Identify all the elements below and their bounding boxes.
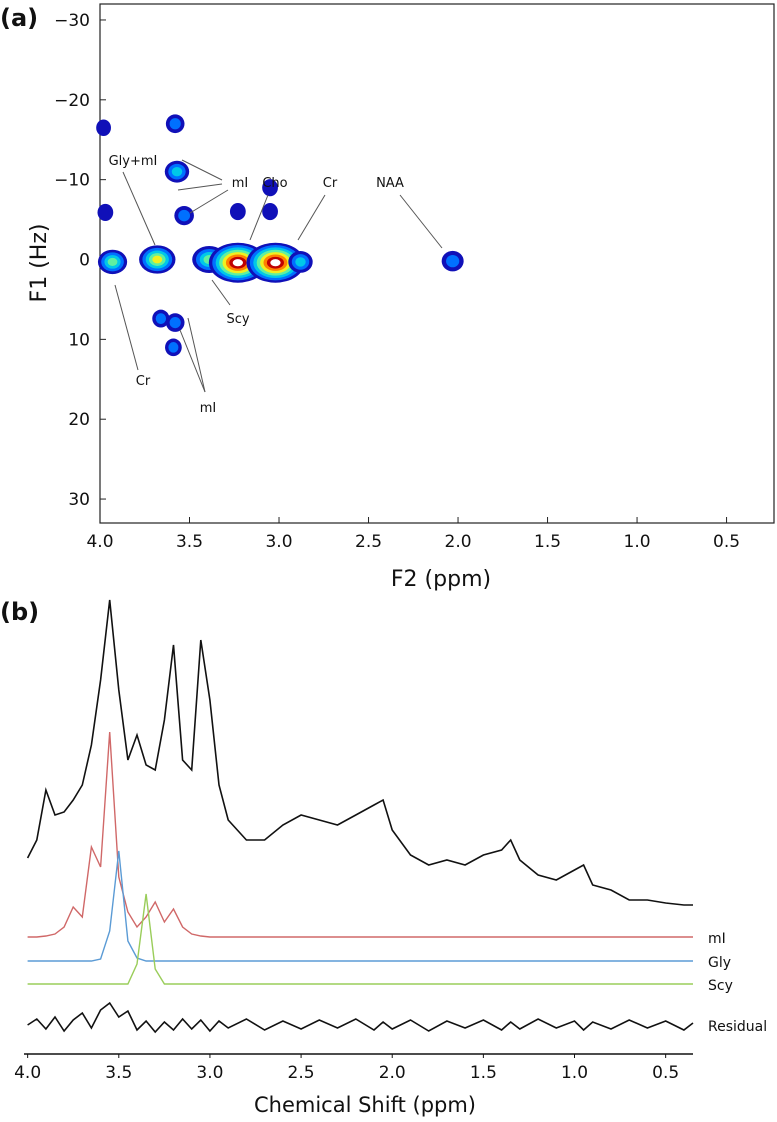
annotation-line — [179, 329, 206, 393]
contour-peak — [164, 160, 190, 183]
y-axis-title: F1 (Hz) — [27, 224, 52, 303]
contour-peak — [96, 119, 111, 137]
annotation: Cho — [262, 176, 287, 191]
panel-label: (a) — [0, 4, 38, 32]
spectrum-line — [27, 850, 693, 962]
contour-peak — [174, 205, 194, 226]
y-tick-label: 10 — [68, 330, 90, 350]
x-tick-label: 1.0 — [624, 532, 651, 552]
x-tick-label: 2.0 — [445, 532, 472, 552]
x-tick-label: 2.5 — [355, 532, 382, 552]
annotation-line — [297, 194, 326, 241]
contour-level — [178, 209, 191, 222]
x-tick-label: 3.0 — [265, 532, 292, 552]
annotation-line — [114, 284, 139, 371]
annotation: Cr — [323, 176, 338, 191]
x-tick-label: 1.5 — [470, 1063, 497, 1083]
contour-peak — [246, 242, 305, 283]
spectrum-line — [27, 731, 693, 938]
contour-level — [168, 342, 179, 353]
x-tick-label: 4.0 — [14, 1063, 41, 1083]
y-tick-label: 0 — [79, 251, 90, 271]
annotation: mI — [200, 401, 217, 416]
annotation: NAA — [376, 176, 404, 191]
x-tick-label: 2.5 — [288, 1063, 315, 1083]
spectrum-line — [27, 893, 693, 985]
contour-peak — [229, 203, 246, 221]
legend-label: Gly — [708, 955, 731, 971]
annotation: mI — [232, 176, 249, 191]
contour-level — [171, 167, 183, 177]
y-tick-label: 30 — [68, 490, 90, 510]
annotation: Scy — [226, 312, 249, 327]
contour-level — [152, 255, 163, 264]
x-tick-label: 0.5 — [652, 1063, 679, 1083]
contour-level — [97, 203, 114, 221]
contour-peak — [288, 251, 313, 273]
x-tick-label: 3.0 — [196, 1063, 223, 1083]
x-axis-title: Chemical Shift (ppm) — [254, 1093, 476, 1117]
contour-peak — [165, 114, 185, 134]
annotation-line — [399, 194, 443, 249]
x-tick-label: 4.0 — [86, 532, 113, 552]
contour-peak — [139, 245, 176, 274]
contour-peak — [165, 313, 185, 332]
x-tick-label: 0.5 — [713, 532, 740, 552]
contour-peak — [262, 203, 278, 221]
annotation-line — [249, 194, 269, 241]
x-tick-label: 3.5 — [105, 1063, 132, 1083]
contour-level — [232, 259, 243, 267]
y-tick-label: 20 — [68, 410, 90, 430]
legend-label: Residual — [708, 1019, 767, 1035]
spectrum-line — [27, 1001, 694, 1034]
contour-level — [262, 179, 278, 197]
legend-label: mI — [708, 931, 726, 947]
contour-level — [96, 119, 111, 137]
annotation-line — [187, 317, 206, 393]
contour-level — [155, 313, 167, 324]
x-tick-label: 1.0 — [561, 1063, 588, 1083]
contour-level — [446, 254, 460, 268]
contour-peak — [262, 179, 278, 197]
x-axis-title: F2 (ppm) — [391, 567, 491, 592]
annotation-line — [211, 279, 231, 306]
annotation: Gly+mI — [109, 154, 158, 169]
annotation-line — [122, 171, 156, 246]
x-tick-label: 1.5 — [534, 532, 561, 552]
contour-peak — [441, 250, 464, 272]
y-tick-label: −10 — [54, 171, 90, 191]
contour-level — [169, 316, 181, 329]
spectrum-line — [26, 599, 693, 906]
annotation-line — [181, 159, 223, 181]
contour-level — [262, 203, 278, 221]
panel-label: (b) — [0, 598, 39, 626]
contour-peak — [165, 338, 182, 357]
legend-label: Scy — [708, 978, 733, 994]
annotation-line — [177, 183, 223, 191]
contour-level — [107, 257, 118, 266]
y-tick-label: −30 — [54, 11, 90, 31]
contour-peak — [152, 309, 170, 328]
contour-level — [169, 118, 181, 130]
x-tick-label: 3.5 — [176, 532, 203, 552]
y-tick-label: −20 — [54, 91, 90, 111]
contour-peak — [97, 249, 128, 275]
annotation: Cr — [136, 374, 151, 389]
contour-level — [270, 259, 281, 267]
contour-level — [295, 257, 306, 267]
contour-level — [229, 203, 246, 221]
annotation-line — [189, 189, 229, 214]
contour-peak — [97, 203, 114, 221]
x-tick-label: 2.0 — [379, 1063, 406, 1083]
